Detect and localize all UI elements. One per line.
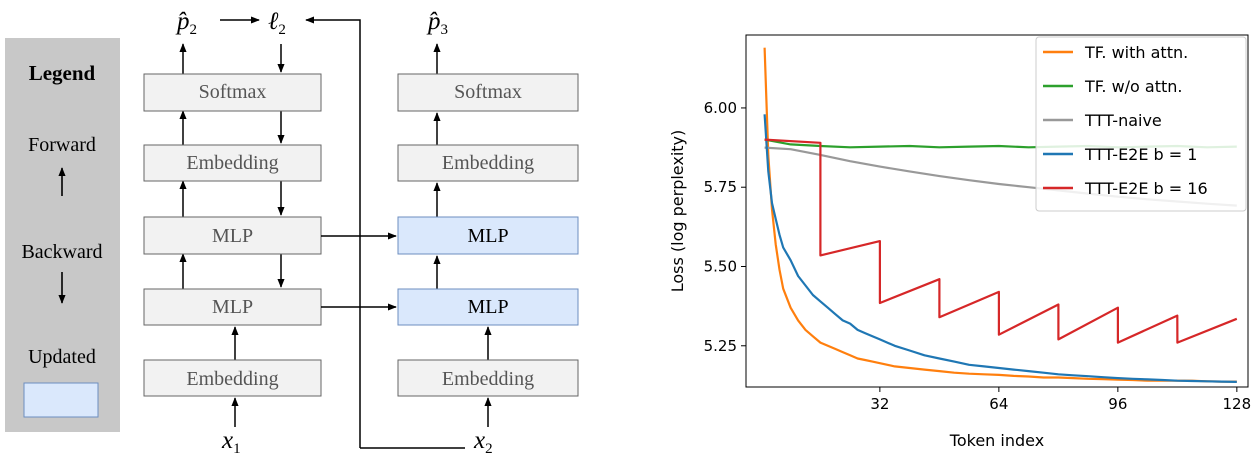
chart-frame	[745, 34, 1249, 388]
embedding-input-block-2	[397, 359, 579, 397]
chart-legend-box	[1035, 36, 1247, 212]
legend-entry-2: TTT-naive	[1084, 111, 1162, 130]
embedding-input-block-label: Embedding	[186, 368, 278, 390]
legend-entry-4: TTT-E2E b = 16	[1084, 179, 1208, 198]
legend-forward-label: Forward	[28, 134, 96, 156]
legend-panel: Legend Forward Backward Updated	[5, 38, 120, 432]
output-p2: p̂2	[175, 8, 197, 38]
mlp-block-upper-updated-label: MLP	[467, 225, 508, 247]
column-2-blocks: Softmax Embedding MLP MLP Embedding p̂3 …	[397, 8, 579, 453]
mlp-block-upper-updated	[397, 216, 579, 255]
series-line-3	[763, 114, 1237, 383]
series-line-0	[763, 47, 1237, 383]
column-1-blocks: Softmax Embedding MLP MLP Embedding p̂2 …	[143, 8, 322, 453]
y-tick-label: 5.75	[704, 178, 737, 196]
loss-chart: 5.25 5.50 5.75 6.00 32 64 96 128 Token index L…	[668, 34, 1251, 450]
label-feed-arrow	[305, 16, 361, 448]
updated-swatch	[23, 382, 99, 418]
x-tick-label: 32	[870, 395, 889, 413]
embedding-block-2-label: Embedding	[442, 152, 534, 174]
embedding-block-label: Embedding	[186, 152, 278, 174]
mlp-block-lower	[143, 288, 322, 326]
column-1	[179, 16, 465, 449]
input-x2: x2	[473, 427, 493, 453]
x-tick-label: 96	[1108, 395, 1127, 413]
series-line-4	[764, 138, 1238, 344]
output-p3: p̂3	[426, 8, 448, 38]
legend-entry-3: TTT-E2E b = 1	[1084, 145, 1197, 164]
embedding-block-2	[397, 144, 579, 182]
x-tick-label: 128	[1223, 395, 1252, 413]
x-axis: 32 64 96 128	[870, 387, 1251, 413]
y-tick-label: 5.50	[704, 257, 737, 275]
mlp-block-upper	[143, 216, 322, 255]
input-x1: x1	[221, 427, 241, 453]
mlp-block-upper-label: MLP	[212, 225, 253, 247]
y-tick-label: 6.00	[704, 99, 737, 117]
legend-entry-0: TF. with attn.	[1084, 43, 1188, 62]
mlp-block-lower-label: MLP	[212, 296, 253, 318]
legend-title: Legend	[29, 61, 96, 85]
legend-background	[5, 38, 120, 432]
loss-l2: ℓ2	[268, 8, 286, 38]
mlp-block-lower-updated	[397, 288, 579, 326]
mlp-block-lower-updated-label: MLP	[467, 296, 508, 318]
legend-updated-label: Updated	[28, 346, 96, 368]
y-tick-label: 5.25	[704, 337, 737, 355]
y-axis: 5.25 5.50 5.75 6.00	[704, 99, 746, 355]
legend-backward-label: Backward	[21, 241, 102, 263]
x-tick-label: 64	[989, 395, 1008, 413]
embedding-input-block-2-label: Embedding	[442, 368, 534, 390]
y-axis-label: Loss (log perplexity)	[668, 130, 687, 293]
legend-entry-1: TF. w/o attn.	[1084, 77, 1183, 96]
softmax-block-2-label: Softmax	[454, 81, 522, 103]
softmax-block	[143, 73, 322, 112]
cross-arrows	[321, 232, 397, 311]
softmax-block-label: Softmax	[199, 81, 267, 103]
softmax-block-2	[397, 73, 579, 112]
column-2	[433, 43, 492, 427]
embedding-block	[143, 144, 322, 182]
embedding-input-block	[143, 359, 322, 397]
x-axis-label: Token index	[949, 431, 1044, 450]
chart-legend: TF. with attn. TF. w/o attn. TTT-naive TTT-…	[1035, 36, 1247, 212]
